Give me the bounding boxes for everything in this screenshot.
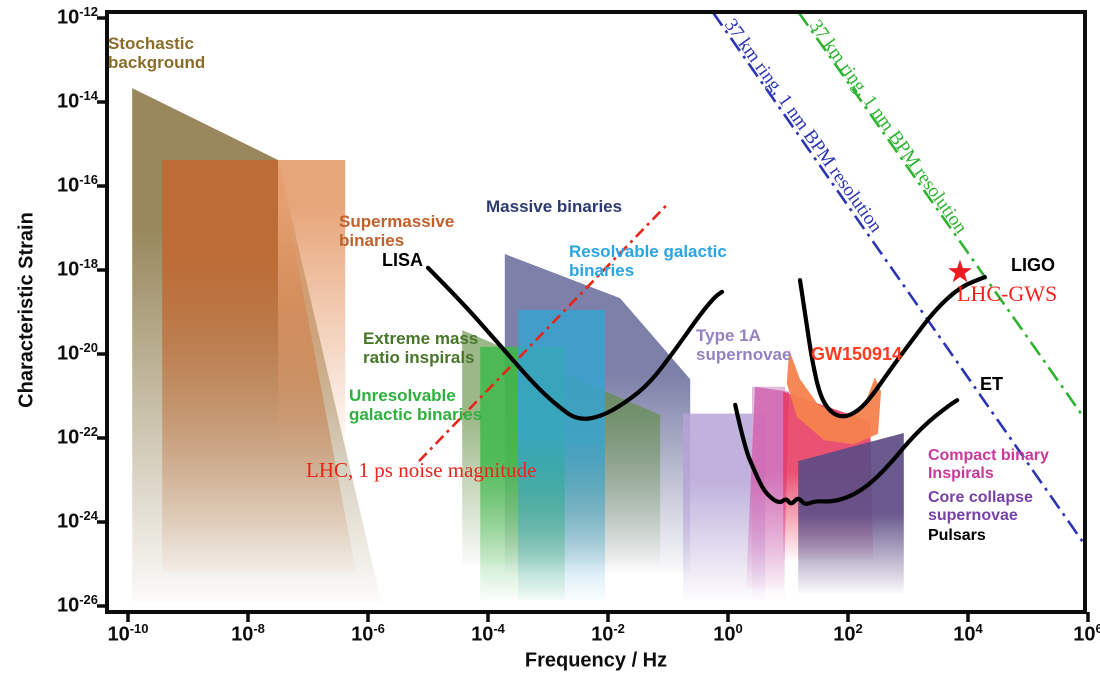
- region-type-1a-supernovae: [683, 413, 766, 600]
- refline-lhc-1ps-noise: [418, 203, 668, 463]
- refline-ring-37km-blue: [711, 11, 1087, 546]
- curve-LISA: [425, 265, 725, 421]
- region-gw150914-orange: [786, 349, 881, 445]
- refline-ring-37km-green: [797, 11, 1087, 420]
- region-core-collapse-supernovae: [798, 433, 904, 594]
- lhc-gws-star-icon: [948, 259, 972, 283]
- region-supermassive-binaries-light: [278, 160, 346, 451]
- curve-ET: [733, 398, 960, 506]
- region-resolvable-galactic-binaries: [518, 309, 605, 600]
- region-supermassive-binaries-dark: [162, 160, 356, 573]
- region-compact-binary-inspirals-magenta: [746, 386, 790, 590]
- plot-frame: [105, 10, 1087, 614]
- curve-LIGO: [797, 275, 987, 419]
